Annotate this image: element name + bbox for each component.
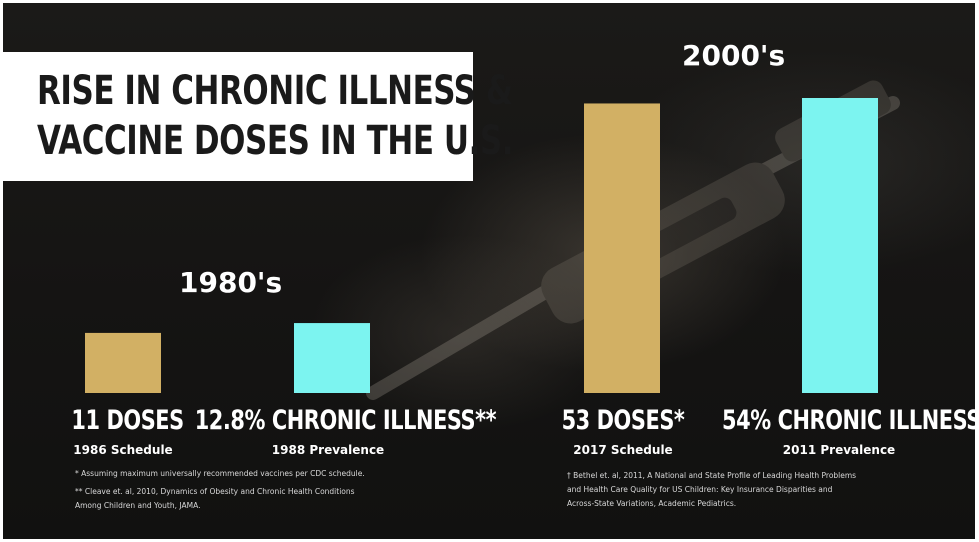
- bar-label-1988-illness: 12.8% CHRONIC ILLNESS**: [194, 405, 497, 436]
- era-label-1980s: 1980's: [179, 266, 283, 299]
- bar-1988-illness: [294, 323, 370, 393]
- title-line-1: RISE IN CHRONIC ILLNESS &: [37, 68, 513, 114]
- footnote-right-1: † Bethel et. al, 2011, A National and St…: [567, 471, 857, 480]
- footnote-right-2: and Health Care Quality for US Children:…: [567, 485, 833, 494]
- bar-sub-1986-schedule: 1986 Schedule: [73, 443, 173, 457]
- bar-label-2017-doses: 53 DOSES*: [561, 405, 685, 436]
- footnote-right-3: Across-State Variations, Academic Pediat…: [567, 499, 737, 508]
- bar-sub-2017-schedule: 2017 Schedule: [573, 443, 673, 457]
- bar-sub-1988-prevalence: 1988 Prevalence: [271, 443, 385, 457]
- bar-2017-doses: [584, 103, 660, 394]
- bar-chart: [85, 98, 878, 394]
- title-box: RISE IN CHRONIC ILLNESS & VACCINE DOSES …: [3, 52, 514, 181]
- footnote-left-1: * Assuming maximum universally recommend…: [75, 469, 365, 478]
- bar-2011-illness: [802, 98, 878, 393]
- bar-1986-doses: [85, 332, 161, 393]
- footnote-left-3: Among Children and Youth, JAMA.: [75, 501, 201, 510]
- bar-sub-2011-prevalence: 2011 Prevalence: [782, 443, 896, 457]
- bar-label-1986-doses: 11 DOSES: [71, 405, 184, 436]
- era-label-2000s: 2000's: [682, 39, 786, 72]
- bar-label-2011-illness: 54% CHRONIC ILLNESS†: [722, 405, 975, 436]
- slide: RISE IN CHRONIC ILLNESS & VACCINE DOSES …: [3, 3, 975, 539]
- title-line-2: VACCINE DOSES IN THE U.S.: [37, 118, 514, 164]
- footnote-left-2: ** Cleave et. al, 2010, Dynamics of Obes…: [75, 487, 355, 496]
